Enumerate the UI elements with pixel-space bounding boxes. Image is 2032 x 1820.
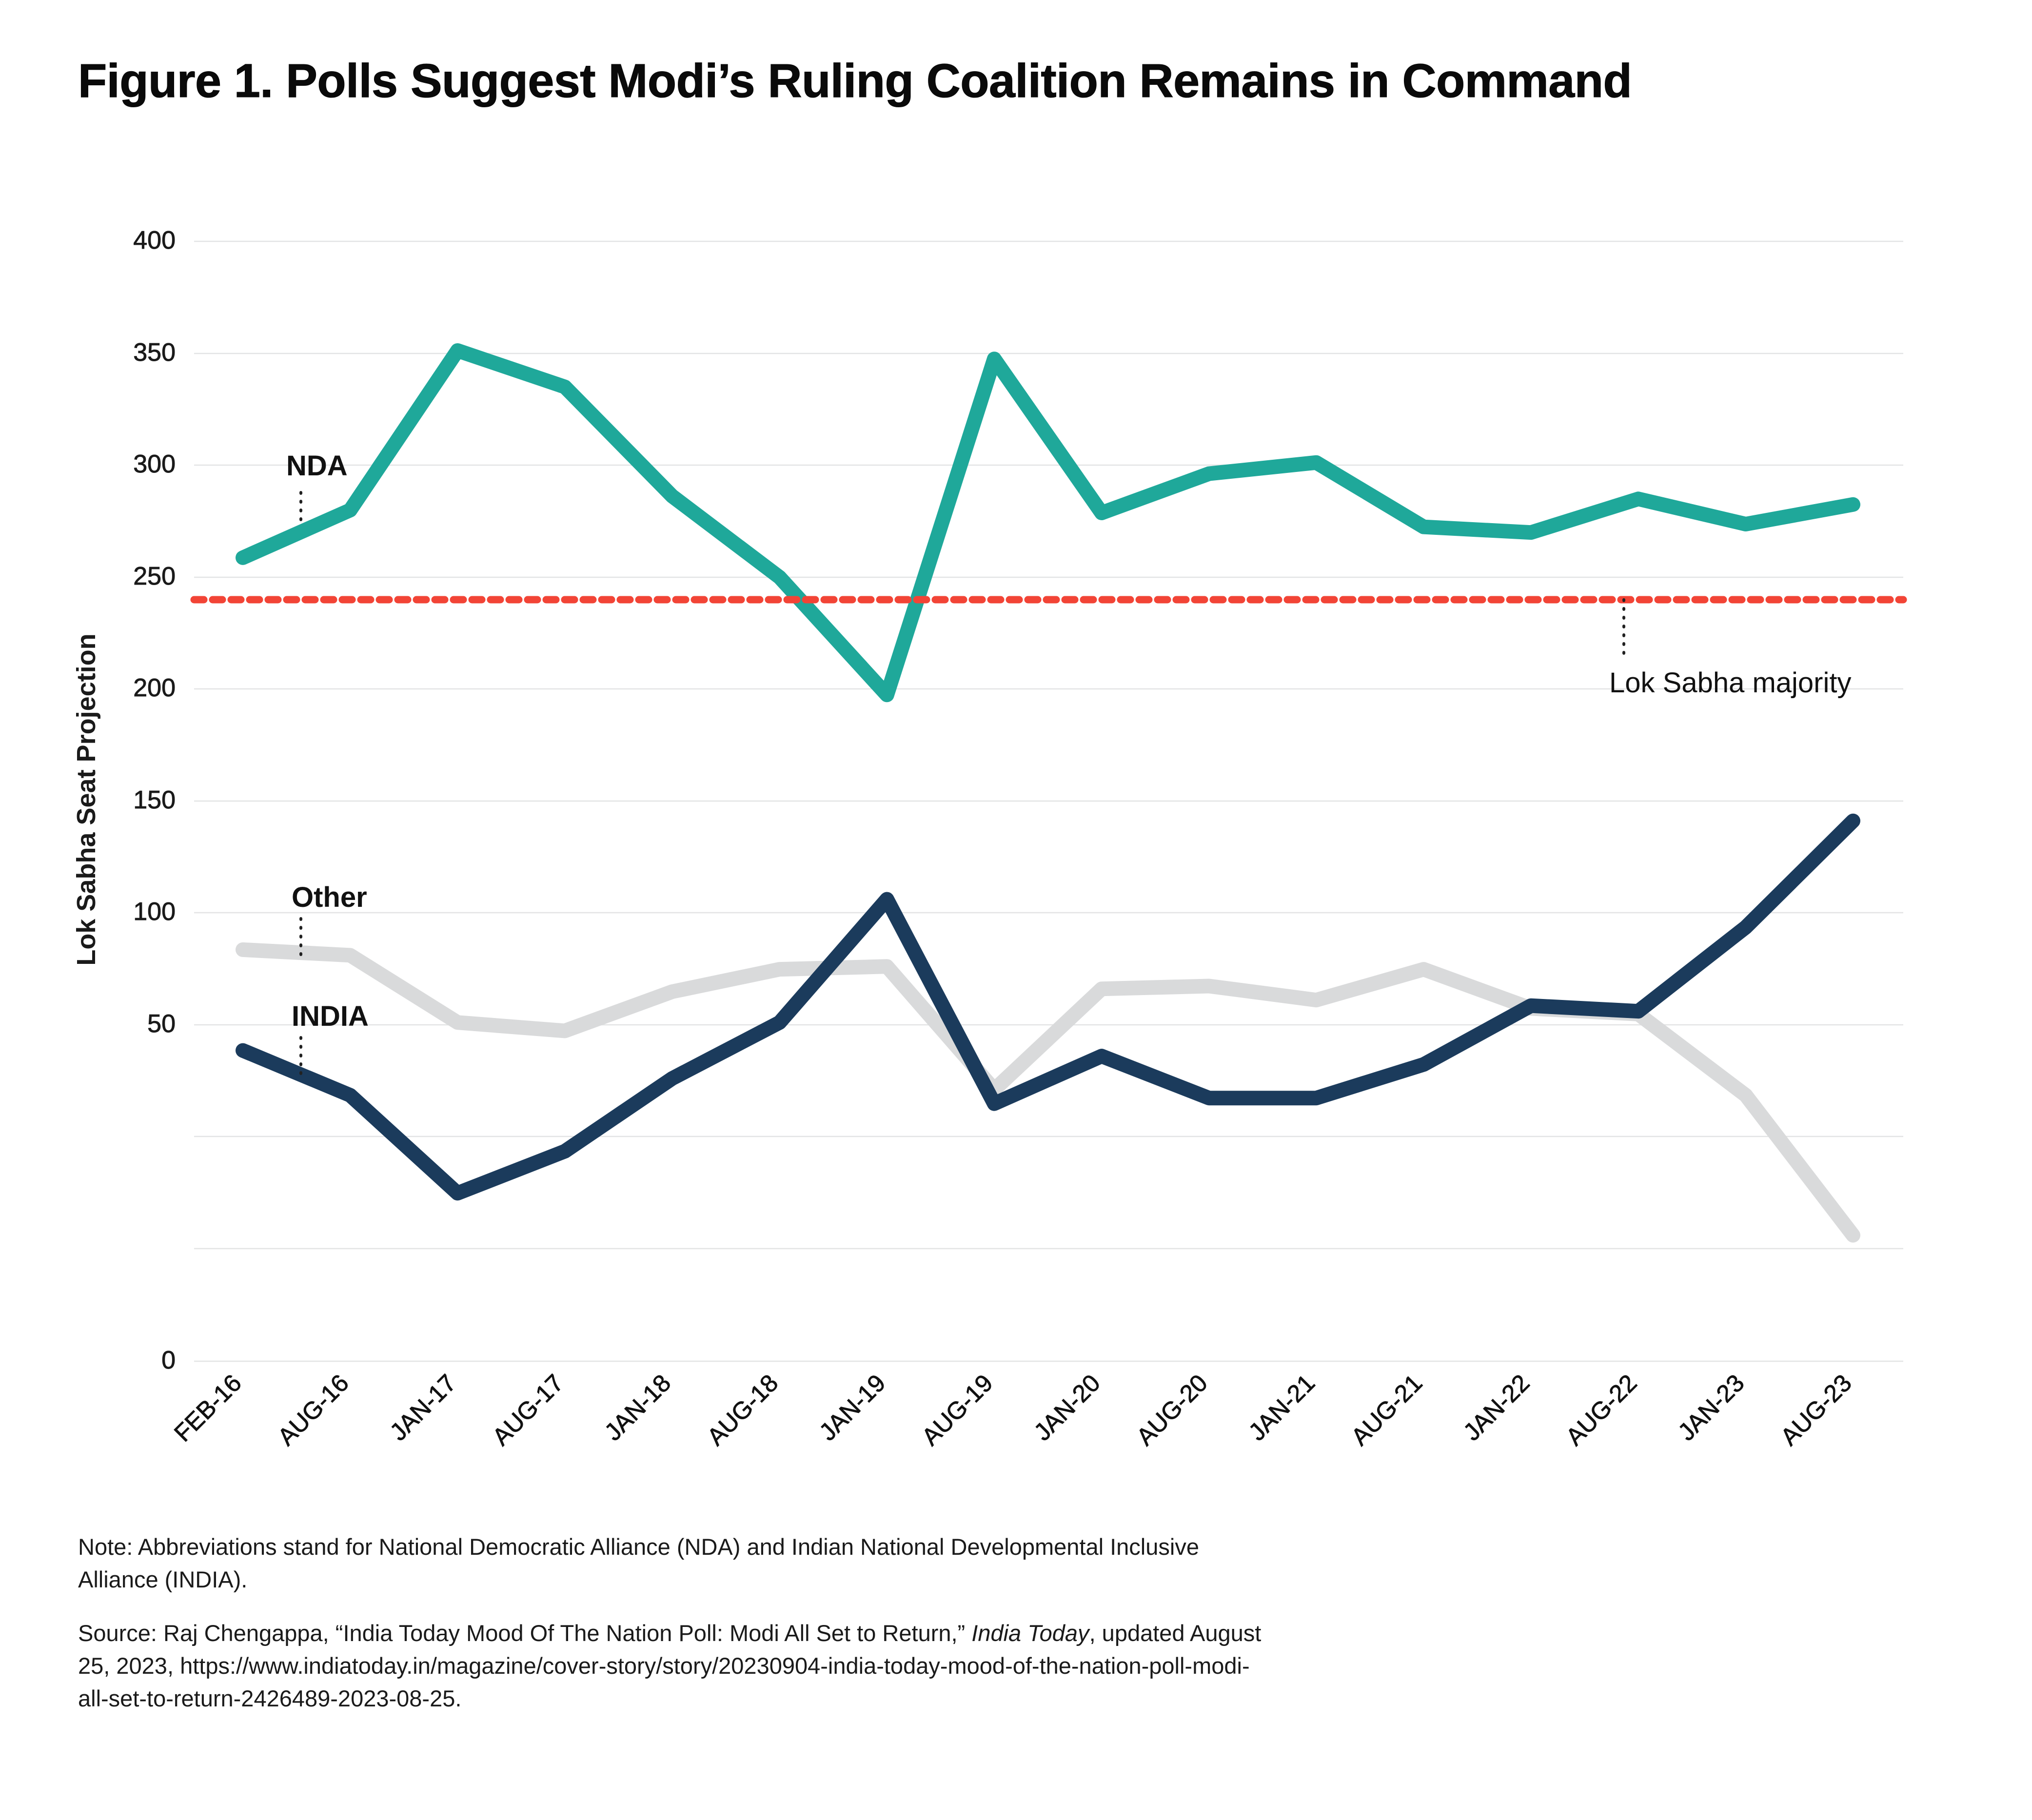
svg-text:AUG-21: AUG-21: [1346, 1369, 1427, 1450]
svg-text:150: 150: [133, 786, 176, 814]
svg-text:Lok Sabha Seat Projection: Lok Sabha Seat Projection: [72, 633, 101, 965]
svg-text:50: 50: [147, 1010, 176, 1038]
svg-text:INDIA: INDIA: [292, 1000, 369, 1032]
svg-text:JAN-17: JAN-17: [385, 1369, 461, 1446]
svg-text:AUG-22: AUG-22: [1560, 1369, 1642, 1450]
svg-text:AUG-18: AUG-18: [702, 1369, 783, 1450]
svg-text:400: 400: [133, 226, 176, 254]
svg-text:300: 300: [133, 450, 176, 478]
svg-text:JAN-21: JAN-21: [1243, 1369, 1320, 1446]
svg-text:AUG-16: AUG-16: [273, 1369, 354, 1450]
svg-text:JAN-18: JAN-18: [599, 1369, 676, 1446]
svg-text:350: 350: [133, 338, 176, 367]
svg-text:0: 0: [161, 1346, 176, 1374]
svg-text:JAN-20: JAN-20: [1028, 1369, 1105, 1446]
svg-text:JAN-19: JAN-19: [814, 1369, 890, 1446]
svg-text:AUG-17: AUG-17: [487, 1369, 569, 1450]
svg-text:NDA: NDA: [286, 450, 348, 482]
svg-text:FEB-16: FEB-16: [169, 1369, 246, 1447]
svg-text:AUG-19: AUG-19: [916, 1369, 998, 1450]
svg-text:100: 100: [133, 898, 176, 926]
svg-text:Other: Other: [292, 881, 367, 913]
svg-text:Lok Sabha majority: Lok Sabha majority: [1609, 667, 1851, 699]
svg-text:AUG-23: AUG-23: [1775, 1369, 1856, 1450]
svg-text:JAN-22: JAN-22: [1458, 1369, 1535, 1446]
svg-text:AUG-20: AUG-20: [1131, 1369, 1213, 1450]
svg-text:250: 250: [133, 562, 176, 590]
svg-text:200: 200: [133, 674, 176, 702]
svg-text:JAN-23: JAN-23: [1673, 1369, 1749, 1446]
